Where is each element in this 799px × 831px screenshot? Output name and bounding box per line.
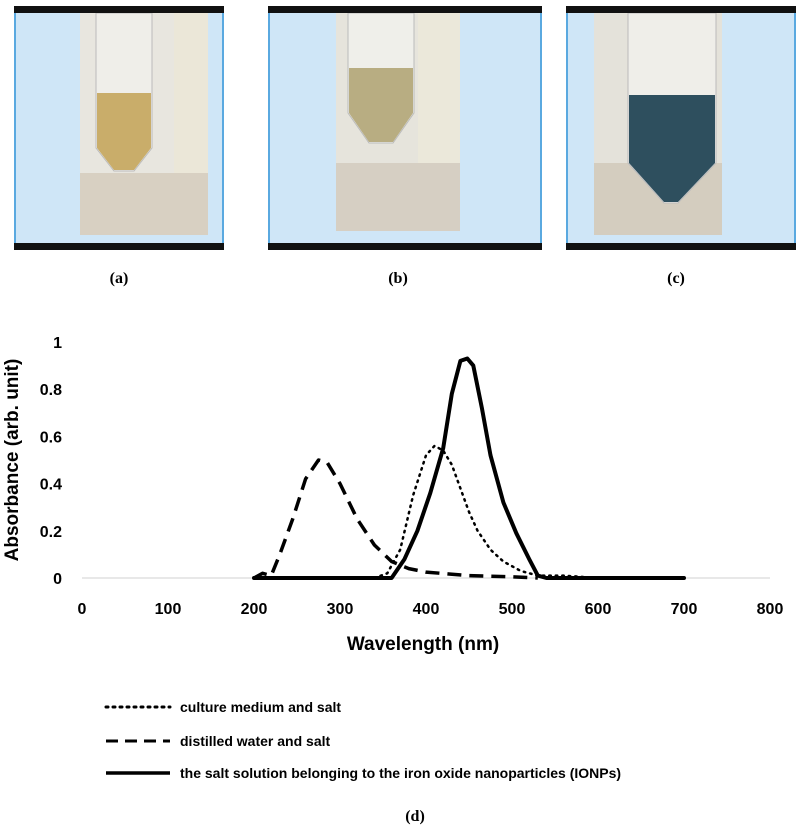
series-group <box>252 356 686 580</box>
photo-top-bar <box>14 6 224 13</box>
photo-top-bar <box>566 6 796 13</box>
photo-panel-c <box>566 6 796 250</box>
photo-panel-a <box>14 6 224 250</box>
legend: culture medium and salt distilled water … <box>104 699 621 781</box>
y-tick-label: 0 <box>53 571 62 588</box>
photo-caption-c: (c) <box>667 270 685 287</box>
y-tick-label: 0.2 <box>40 524 62 541</box>
photo-bottom-bar <box>14 243 224 250</box>
tube-photo-a <box>80 13 208 235</box>
y-tick-label: 0.4 <box>40 477 62 494</box>
x-tick-label: 0 <box>78 601 87 618</box>
absorbance-chart: 0 0.2 0.4 0.6 0.8 1 0 100 200 300 400 500 600 700 800… <box>2 335 784 655</box>
x-tick-label: 100 <box>155 601 182 618</box>
series-line-solid <box>252 356 686 580</box>
photo-bottom-bar <box>566 243 796 250</box>
y-tick-label: 1 <box>53 335 62 352</box>
figure-caption-d: (d) <box>405 808 425 825</box>
x-tick-labels: 0 100 200 300 400 500 600 700 800 <box>78 601 784 618</box>
legend-label-distilled: distilled water and salt <box>180 733 330 749</box>
tube-liquid-c <box>629 95 715 202</box>
y-tick-labels: 0 0.2 0.4 0.6 0.8 1 <box>40 335 62 588</box>
legend-label-ionps: the salt solution belonging to the iron … <box>180 765 621 781</box>
photo-caption-a: (a) <box>109 270 129 287</box>
tube-photo-b <box>336 13 460 231</box>
tube-liquid-b <box>349 68 413 142</box>
y-tick-label: 0.6 <box>40 429 62 446</box>
photo-bottom-bar <box>268 243 542 250</box>
photo-caption-b: (b) <box>388 270 408 287</box>
series-line-dashed <box>253 458 538 580</box>
x-tick-label: 500 <box>499 601 526 618</box>
x-tick-label: 800 <box>757 601 784 618</box>
x-tick-label: 300 <box>327 601 354 618</box>
legend-label-culture: culture medium and salt <box>180 699 341 715</box>
x-tick-label: 700 <box>671 601 698 618</box>
x-tick-label: 200 <box>241 601 268 618</box>
x-tick-label: 400 <box>413 601 440 618</box>
photo-panel-b <box>268 6 542 250</box>
series-line-dotted <box>373 444 600 580</box>
photo-top-bar <box>268 6 542 13</box>
x-tick-label: 600 <box>585 601 612 618</box>
tube-liquid-a <box>97 93 151 170</box>
y-axis-title: Absorbance (arb. unit) <box>2 359 23 562</box>
x-axis-title: Wavelength (nm) <box>347 634 499 655</box>
tube-photo-c <box>594 13 722 235</box>
y-tick-label: 0.8 <box>40 382 62 399</box>
